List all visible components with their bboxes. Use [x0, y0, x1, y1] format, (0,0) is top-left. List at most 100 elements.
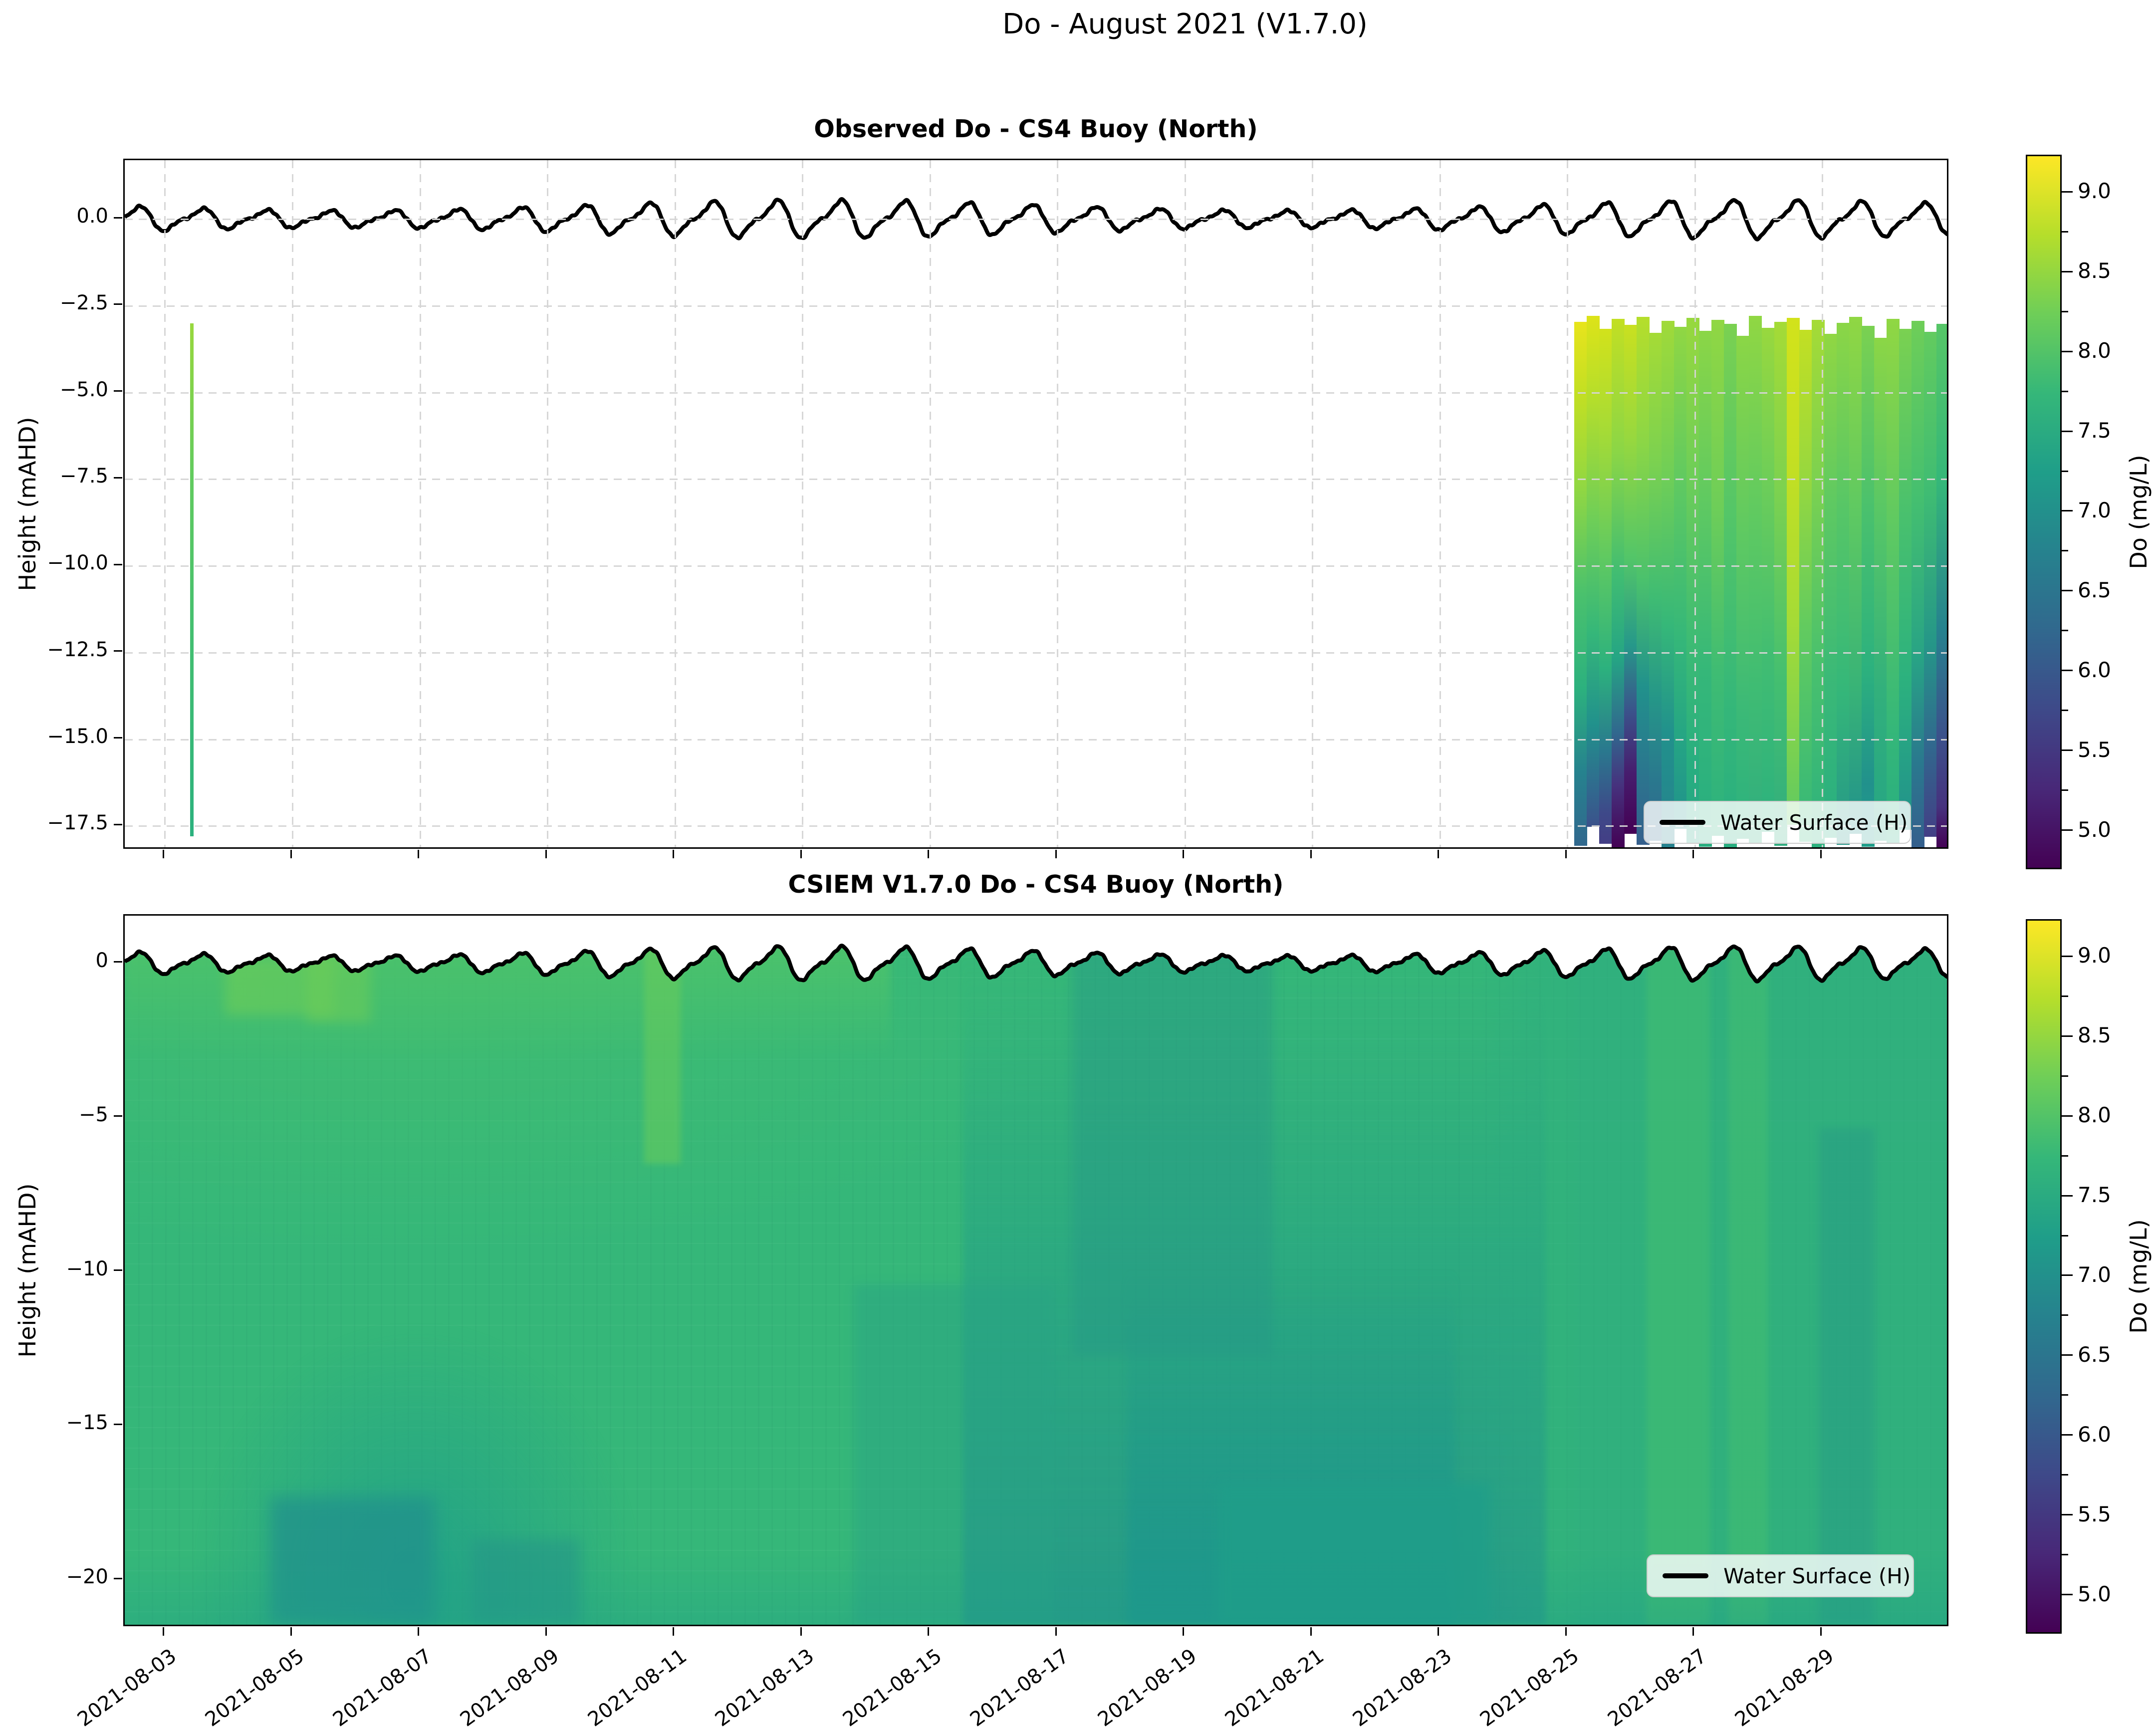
x-tick-mark	[290, 1627, 292, 1636]
colorbar-tick-mark	[2062, 191, 2073, 193]
observed-heatmap-strip	[1637, 317, 1650, 845]
figure-title: Do - August 2021 (V1.7.0)	[1002, 8, 1368, 40]
colorbar-tick-mark	[2062, 670, 2073, 672]
x-tick-label: 2021-08-11	[583, 1644, 691, 1732]
x-tick-label: 2021-08-21	[1221, 1644, 1329, 1732]
observed-heatmap-strip	[1749, 316, 1762, 844]
y-tick-mark	[114, 477, 122, 479]
x-tick-mark	[1055, 1627, 1057, 1636]
observed-heatmap-strip	[1686, 318, 1700, 843]
colorbar-model	[2026, 919, 2062, 1634]
x-tick-label: 2021-08-05	[201, 1644, 309, 1732]
x-tick-mark	[673, 1627, 675, 1636]
x-tick-mark	[1565, 850, 1567, 858]
x-tick-mark	[673, 850, 675, 858]
colorbar-minor-tick-mark	[2062, 390, 2068, 392]
colorbar-tick-label: 5.0	[2078, 817, 2111, 842]
x-tick-mark	[162, 850, 164, 858]
observed-heatmap-block	[1574, 316, 1947, 847]
colorbar-observed	[2026, 155, 2062, 869]
model-heatmap-layer	[1728, 944, 1769, 1625]
model-heatmap-layer	[1218, 1483, 1491, 1625]
x-tick-mark	[418, 1627, 420, 1636]
y-tick-mark	[114, 1269, 122, 1271]
colorbar-tick-label: 6.0	[2078, 657, 2111, 682]
colorbar-minor-tick-mark	[2062, 1474, 2068, 1476]
observed-heatmap-strip	[1574, 322, 1588, 846]
legend-line-swatch	[1660, 820, 1705, 825]
colorbar-minor-tick-mark	[2062, 1394, 2068, 1396]
legend-label: Water Surface (H)	[1723, 1563, 1911, 1588]
x-tick-label: 2021-08-23	[1348, 1644, 1456, 1732]
y-tick-label: −7.5	[59, 465, 108, 488]
observed-heatmap-strip	[1699, 331, 1712, 847]
colorbar-minor-tick-mark	[2062, 1235, 2068, 1237]
x-tick-mark	[1310, 850, 1312, 858]
colorbar-tick-mark	[2062, 1594, 2073, 1596]
colorbar-tick-label: 5.5	[2078, 1501, 2111, 1526]
observed-heatmap-strip	[1849, 317, 1862, 834]
x-tick-mark	[1437, 850, 1439, 858]
model-heatmap-layer	[853, 1284, 1054, 1625]
colorbar-tick-label: 7.5	[2078, 1183, 2111, 1208]
model-heatmap-layer	[1473, 916, 1947, 1625]
x-tick-label: 2021-08-17	[966, 1644, 1074, 1732]
x-tick-mark	[1565, 1627, 1567, 1636]
y-tick-mark	[114, 961, 122, 963]
colorbar-tick-mark	[2062, 590, 2073, 592]
y-tick-label: −15.0	[47, 725, 108, 748]
observed-heatmap-strip	[1649, 333, 1663, 841]
x-tick-mark	[1820, 850, 1822, 858]
water-surface-line	[125, 160, 1947, 242]
x-tick-mark	[1183, 1627, 1185, 1636]
y-tick-mark	[114, 303, 122, 305]
x-tick-label: 2021-08-19	[1093, 1644, 1201, 1732]
x-tick-label: 2021-08-09	[456, 1644, 564, 1732]
observed-heatmap-strip	[1786, 318, 1800, 825]
colorbar-tick-label: 6.0	[2078, 1422, 2111, 1447]
legend-label: Water Surface (H)	[1720, 810, 1908, 835]
y-tick-label: 0.0	[76, 205, 108, 228]
colorbar-tick-mark	[2062, 955, 2073, 957]
colorbar-tick-label: 8.0	[2078, 1103, 2111, 1128]
y-tick-label: −5	[79, 1103, 108, 1126]
observed-heatmap-strip	[1724, 324, 1737, 847]
x-tick-mark	[800, 850, 802, 858]
colorbar-tick-label: 5.0	[2078, 1581, 2111, 1606]
colorbar-tick-mark	[2062, 1354, 2073, 1356]
model-panel-title: CSIEM V1.7.0 Do - CS4 Buoy (North)	[788, 870, 1284, 899]
y-tick-label: −15	[66, 1411, 108, 1435]
model-heatmap-layer	[1072, 916, 1273, 1356]
observed-heatmap-strip	[1824, 334, 1837, 838]
x-tick-mark	[162, 1627, 164, 1636]
observed-heatmap-strip	[1861, 326, 1875, 847]
y-tick-mark	[114, 390, 122, 392]
colorbar-tick-label: 6.5	[2078, 1342, 2111, 1367]
observed-heatmap-strip	[1874, 338, 1887, 841]
colorbar-tick-label: 8.0	[2078, 338, 2111, 363]
observed-heatmap-strip	[1736, 336, 1750, 839]
x-tick-label: 2021-08-07	[328, 1644, 436, 1732]
x-tick-mark	[1310, 1627, 1312, 1636]
y-tick-mark	[114, 217, 122, 219]
observed-heatmap-strip	[1587, 316, 1600, 827]
observed-heatmap-strip	[1761, 328, 1775, 832]
model-heatmap-layer	[1819, 1128, 1874, 1625]
observed-panel-title: Observed Do - CS4 Buoy (North)	[814, 115, 1258, 143]
x-tick-mark	[1183, 850, 1185, 858]
legend: Water Surface (H)	[1644, 801, 1911, 844]
observed-heatmap-strip	[1674, 327, 1687, 829]
colorbar-tick-mark	[2062, 749, 2073, 751]
colorbar-tick-mark	[2062, 270, 2073, 272]
colorbar-tick-mark	[2062, 829, 2073, 831]
y-tick-mark	[114, 823, 122, 825]
observed-heatmap-strip	[1936, 324, 1947, 847]
observed-profile-column	[190, 323, 194, 837]
x-tick-mark	[1692, 1627, 1694, 1636]
observed-heatmap-strip	[1923, 332, 1937, 837]
y-tick-mark	[114, 1577, 122, 1579]
y-tick-label: 0	[95, 949, 108, 972]
y-tick-mark	[114, 1115, 122, 1117]
colorbar-minor-tick-mark	[2062, 789, 2068, 791]
